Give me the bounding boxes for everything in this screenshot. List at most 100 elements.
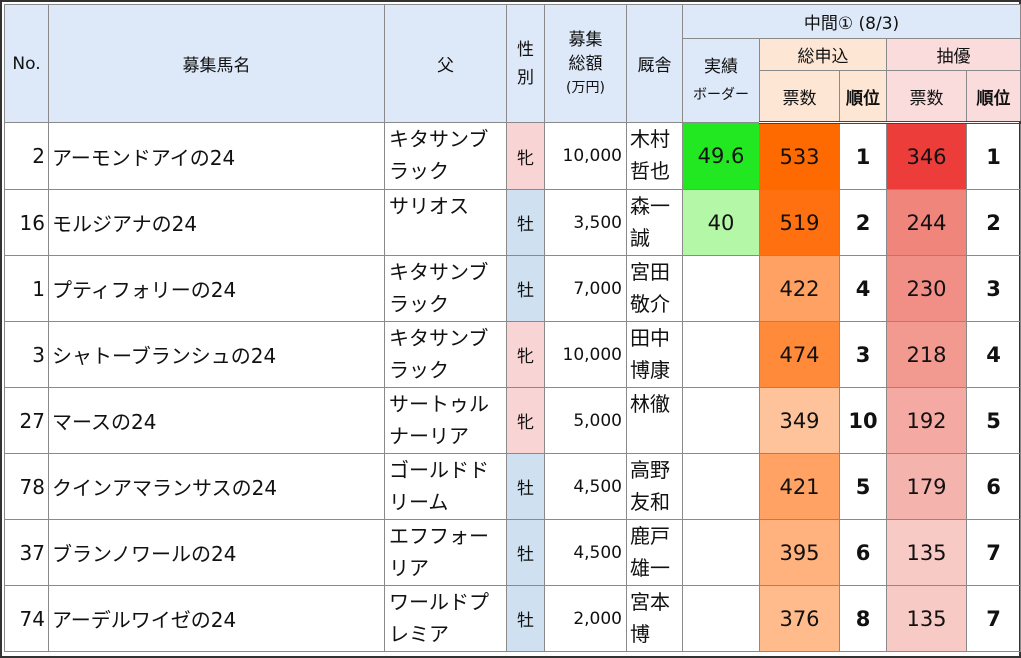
cell-stable: 森一誠 xyxy=(626,189,683,256)
cell-total-votes: 533 xyxy=(759,122,840,190)
cell-sire-line2: ラック xyxy=(389,292,449,316)
cell-sire-line2: リーム xyxy=(389,490,449,514)
cell-lottery-rank: 7 xyxy=(965,585,1021,652)
cell-sex: 牡 xyxy=(506,255,545,322)
cell-sire-line1: キタサンブ xyxy=(389,326,489,350)
header-no[interactable]: No. xyxy=(4,4,49,123)
header-border[interactable]: 実績 ボーダー xyxy=(682,38,760,123)
table-row[interactable]: 1 プティフォリーの24 キタサンブ ラック牡 7,000 宮田 敬介 422 4 230 3 xyxy=(4,255,1021,322)
table-row[interactable]: 37 ブランノワールの24 エフフォー リア牡 4,500 鹿戸 雄一 395 6 135 7 xyxy=(4,519,1021,586)
cell-sire-line2: レミア xyxy=(389,622,449,646)
cell-sire: ワールドプ レミア xyxy=(384,585,507,652)
table-row[interactable]: 2 アーモンドアイの24 キタサンブ ラック牝 10,000 木村 哲也 49.6 533 1 34… xyxy=(4,122,1021,190)
cell-lottery-votes: 135 xyxy=(886,585,967,652)
cell-horse-name[interactable]: モルジアナの24 xyxy=(48,189,385,256)
cell-total-rank: 8 xyxy=(839,585,887,652)
cell-sire-line1: サートゥル xyxy=(389,392,489,416)
cell-sire-line1: エフフォー xyxy=(389,524,489,548)
cell-sire-line2: ラック xyxy=(389,159,449,183)
cell-lottery-votes: 135 xyxy=(886,519,967,586)
cell-total: 10,000 xyxy=(544,321,627,388)
cell-lottery-votes: 218 xyxy=(886,321,967,388)
cell-horse-name[interactable]: アーモンドアイの24 xyxy=(48,122,385,190)
cell-no: 37 xyxy=(4,519,49,586)
cell-lottery-votes: 244 xyxy=(886,189,967,256)
cell-sire-line1: キタサンブ xyxy=(389,127,489,151)
cell-no: 16 xyxy=(4,189,49,256)
cell-total-votes: 349 xyxy=(759,387,840,454)
header-total-apps[interactable]: 総申込 xyxy=(759,38,887,71)
header-total[interactable]: 募集 総額 (万円) xyxy=(544,4,627,123)
header-sex[interactable]: 性別 xyxy=(506,4,545,123)
cell-border: 49.6 xyxy=(682,122,760,190)
cell-sex: 牡 xyxy=(506,189,545,256)
cell-total-votes: 422 xyxy=(759,255,840,322)
cell-total: 7,000 xyxy=(544,255,627,322)
table-row[interactable]: 74 アーデルワイゼの24 ワールドプ レミア牡 2,000 宮本博 376 8 135 7 xyxy=(4,585,1021,652)
cell-border xyxy=(682,585,760,652)
cell-total-rank: 3 xyxy=(839,321,887,388)
cell-total: 4,500 xyxy=(544,519,627,586)
table-row[interactable]: 3 シャトーブランシュの24 キタサンブ ラック牝 10,000 田中 博康 474 3 218 4 xyxy=(4,321,1021,388)
header-total-rank[interactable]: 順位 xyxy=(839,70,887,124)
cell-stable-line2: 哲也 xyxy=(630,159,670,183)
header-name[interactable]: 募集馬名 xyxy=(48,4,385,123)
cell-horse-name[interactable]: プティフォリーの24 xyxy=(48,255,385,322)
cell-total-rank: 5 xyxy=(839,453,887,520)
cell-lottery-votes: 230 xyxy=(886,255,967,322)
cell-no: 3 xyxy=(4,321,49,388)
cell-total-votes: 421 xyxy=(759,453,840,520)
header-sire[interactable]: 父 xyxy=(384,4,507,123)
cell-stable-line2: 友和 xyxy=(630,490,670,514)
cell-total-rank: 4 xyxy=(839,255,887,322)
header-stable[interactable]: 厩舎 xyxy=(626,4,683,123)
cell-stable: 林徹 xyxy=(626,387,683,454)
cell-horse-name[interactable]: アーデルワイゼの24 xyxy=(48,585,385,652)
cell-total-rank: 2 xyxy=(839,189,887,256)
cell-stable: 木村 哲也 xyxy=(626,122,683,190)
cell-sire: ゴールドド リーム xyxy=(384,453,507,520)
header-lottery-votes[interactable]: 票数 xyxy=(886,70,967,124)
cell-lottery-rank: 1 xyxy=(965,122,1021,190)
cell-stable-line2: 博康 xyxy=(630,358,670,382)
cell-horse-name[interactable]: クインアマランサスの24 xyxy=(48,453,385,520)
header-lottery[interactable]: 抽優 xyxy=(885,38,1021,71)
header-total-line2: 総額 xyxy=(568,53,603,74)
cell-stable-line1: 宮田 xyxy=(630,260,670,284)
table-row[interactable]: 27 マースの24 サートゥル ナーリア牝 5,000 林徹 349 10 192 5 xyxy=(4,387,1021,454)
cell-stable: 高野 友和 xyxy=(626,453,683,520)
cell-sire-line1: サリオス xyxy=(389,194,469,218)
cell-no: 78 xyxy=(4,453,49,520)
cell-total-votes: 395 xyxy=(759,519,840,586)
cell-border xyxy=(682,453,760,520)
header-total-line1: 募集 xyxy=(568,29,603,50)
header-sex-label: 性別 xyxy=(517,39,534,88)
cell-horse-name[interactable]: シャトーブランシュの24 xyxy=(48,321,385,388)
cell-border xyxy=(682,255,760,322)
cell-total: 2,000 xyxy=(544,585,627,652)
header-lottery-rank[interactable]: 順位 xyxy=(965,70,1021,124)
cell-sire: キタサンブ ラック xyxy=(384,255,507,322)
table-row[interactable]: 16 モルジアナの24 サリオス牡 3,500 森一誠 40 519 2 244 2 xyxy=(4,189,1021,256)
cell-stable-line1: 田中 xyxy=(630,326,670,350)
cell-sire: サリオス xyxy=(384,189,507,256)
cell-stable: 宮田 敬介 xyxy=(626,255,683,322)
header-total-votes[interactable]: 票数 xyxy=(759,70,840,124)
cell-no: 2 xyxy=(4,122,49,190)
header-interim[interactable]: 中間① (8/3) xyxy=(681,4,1021,39)
cell-horse-name[interactable]: ブランノワールの24 xyxy=(48,519,385,586)
cell-horse-name[interactable]: マースの24 xyxy=(48,387,385,454)
table-row[interactable]: 78 クインアマランサスの24 ゴールドド リーム牡 4,500 高野 友和 421 5 179 6 xyxy=(4,453,1021,520)
cell-sire: キタサンブ ラック xyxy=(384,321,507,388)
cell-no: 1 xyxy=(4,255,49,322)
cell-sex: 牝 xyxy=(506,321,545,388)
cell-lottery-votes: 179 xyxy=(886,453,967,520)
cell-sire-line2: リア xyxy=(389,556,429,580)
cell-stable-line2: 博 xyxy=(630,622,650,646)
cell-stable-line1: 高野 xyxy=(630,458,670,482)
cell-lottery-votes: 192 xyxy=(886,387,967,454)
cell-no: 74 xyxy=(4,585,49,652)
cell-total-votes: 376 xyxy=(759,585,840,652)
cell-lottery-rank: 2 xyxy=(965,189,1021,256)
cell-stable: 宮本博 xyxy=(626,585,683,652)
